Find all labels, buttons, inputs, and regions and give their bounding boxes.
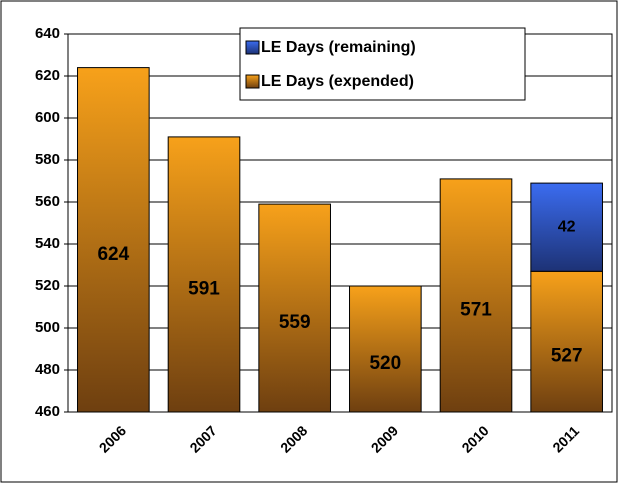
- value-label: 624: [97, 244, 129, 265]
- bar: [77, 67, 150, 413]
- y-tick-label: 600: [35, 109, 60, 126]
- y-tick-label: 540: [35, 235, 60, 252]
- legend-label: LE Days (expended): [261, 73, 414, 90]
- legend-label: LE Days (remaining): [261, 39, 416, 56]
- y-tick-label: 460: [35, 403, 60, 420]
- bar: [349, 285, 422, 413]
- bar: [439, 178, 513, 413]
- legend-box: [239, 27, 526, 101]
- y-tick-label: 520: [35, 277, 60, 294]
- bar: [530, 182, 603, 272]
- bar: [258, 203, 331, 413]
- y-tick-label: 580: [35, 151, 60, 168]
- legend-swatch: [245, 40, 260, 55]
- legend-swatch: [245, 74, 260, 89]
- value-label: 42: [558, 218, 576, 235]
- y-tick-label: 480: [35, 361, 60, 378]
- y-tick-label: 620: [35, 67, 60, 84]
- value-label: 591: [188, 278, 220, 299]
- value-label: 520: [369, 353, 401, 374]
- y-tick-label: 500: [35, 319, 60, 336]
- y-tick-label: 640: [35, 25, 60, 42]
- value-label: 559: [279, 312, 311, 333]
- bar: [167, 136, 241, 413]
- value-label: 527: [551, 346, 583, 367]
- y-tick-label: 560: [35, 193, 60, 210]
- bar: [530, 270, 603, 413]
- value-label: 571: [460, 299, 492, 320]
